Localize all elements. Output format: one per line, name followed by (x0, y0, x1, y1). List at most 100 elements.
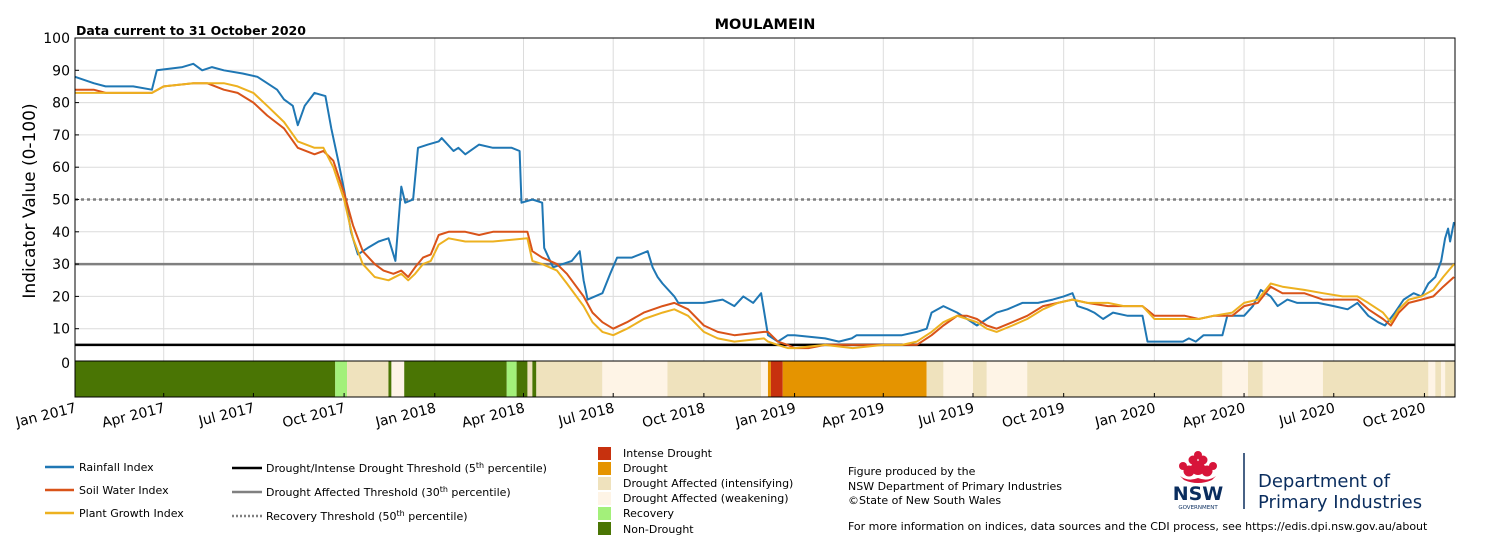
legend-swatch-weakening (598, 492, 611, 505)
y-tick-label: 100 (43, 31, 70, 47)
x-tick-label: Jul 2020 (1277, 400, 1337, 430)
y-tick-label: 80 (52, 96, 70, 112)
cdi-segment (1322, 361, 1429, 397)
cdi-segment (926, 361, 944, 397)
legend-series: Rainfall Index Soil Water Index Plant Gr… (45, 461, 184, 520)
waratah-icon (1179, 451, 1217, 483)
cdi-segment (1445, 361, 1455, 397)
y-tick-label: 30 (52, 257, 70, 273)
cdi-segment (1441, 361, 1446, 397)
threshold-lines (75, 198, 1455, 347)
legend-label-plant: Plant Growth Index (79, 507, 184, 520)
y-tick-label: 10 (52, 322, 70, 338)
cdi-segment (1262, 361, 1323, 397)
cdi-segment (1435, 361, 1442, 397)
plot-border (74, 37, 1456, 398)
x-tick-label: Jan 2019 (733, 400, 798, 431)
cdi-segment (536, 361, 603, 397)
cdi-segment (391, 361, 405, 397)
y-tick-label: 50 (52, 193, 70, 209)
legend-label-soil: Soil Water Index (79, 484, 169, 497)
cdi-segment (986, 361, 1028, 397)
x-tick-label: Oct 2017 (281, 400, 347, 431)
cdi-segment (1428, 361, 1436, 397)
legend-label-threshold-5: Drought/Intense Drought Threshold (5th p… (266, 461, 547, 475)
credit-line-1: Figure produced by the (848, 465, 976, 478)
credit-line-2: NSW Department of Primary Industries (848, 480, 1062, 493)
cdi-segment (516, 361, 528, 397)
cdi-segment (404, 361, 507, 397)
y-tick-label: 0 (61, 356, 70, 372)
legend-label-threshold-30: Drought Affected Threshold (30th percent… (266, 485, 511, 499)
cdi-segment (761, 361, 768, 397)
series-lines (74, 62, 1455, 350)
cdi-segment (506, 361, 517, 397)
credit-line-3: ©State of New South Wales (848, 494, 1001, 507)
cdi-segment (602, 361, 668, 397)
chart-title: MOULAMEIN (715, 17, 816, 33)
series-line (75, 82, 1455, 350)
x-tick-label: Apr 2017 (100, 400, 166, 431)
cdi-segment (770, 361, 783, 397)
x-tick-label: Jul 2018 (556, 400, 616, 430)
logo-dept-line-1: Department of (1258, 471, 1391, 492)
x-tick-label: Apr 2018 (460, 400, 526, 431)
legend-swatch-recovery (598, 507, 611, 520)
cdi-segment (767, 361, 771, 397)
legend-label-rainfall: Rainfall Index (79, 461, 154, 474)
credits: Figure produced by the NSW Department of… (848, 465, 1428, 533)
logo-nsw: NSW (1173, 483, 1224, 505)
x-tick-label: Jul 2019 (916, 400, 976, 430)
x-tick-label: Oct 2018 (641, 400, 707, 431)
cdi-segment (532, 361, 537, 397)
x-tick-label: Jan 2020 (1093, 400, 1158, 431)
y-tick-label: 70 (52, 128, 70, 144)
series-line (74, 62, 1455, 343)
y-tick-label: 40 (52, 225, 70, 241)
cdi-segment (527, 361, 533, 397)
x-tick-label: Apr 2020 (1181, 400, 1247, 431)
y-tick-label: 90 (52, 63, 70, 79)
cdi-segment (667, 361, 762, 397)
logo-government: GOVERNMENT (1178, 505, 1218, 511)
x-tick-label: Apr 2019 (820, 400, 886, 431)
legend-swatch-non-drought (598, 522, 611, 535)
legend-label-non-drought: Non-Drought (623, 523, 694, 536)
cdi-segment (972, 361, 987, 397)
x-tick-labels: Jan 2017 Apr 2017 Jul 2017 Oct 2017 Jan 2018… (13, 393, 1427, 431)
more-info-text: For more information on indices, data so… (848, 520, 1428, 533)
legend-label-intensifying: Drought Affected (intensifying) (623, 477, 793, 490)
cdi-segment (75, 361, 336, 397)
x-tick-label: Oct 2020 (1361, 400, 1427, 431)
y-tick-label: 60 (52, 160, 70, 176)
legend-label-intense-drought: Intense Drought (623, 447, 713, 460)
cdi-segment (943, 361, 973, 397)
y-axis-label: Indicator Value (0-100) (20, 103, 40, 298)
legend-swatch-drought (598, 462, 611, 475)
cdi-segment (782, 361, 927, 397)
cdi-segment (335, 361, 348, 397)
cdi-band (75, 361, 1455, 397)
x-tick-label: Jul 2017 (196, 400, 256, 430)
logo-dept-line-2: Primary Industries (1258, 492, 1422, 513)
nsw-dpi-logo: NSW GOVERNMENT Department of Primary Ind… (1173, 451, 1422, 513)
legend-swatch-intense-drought (598, 447, 611, 460)
legend-swatch-intensifying (598, 477, 611, 490)
x-tick-label: Oct 2019 (1000, 400, 1066, 431)
cdi-segment (388, 361, 392, 397)
legend-categories: Intense Drought Drought Drought Affected… (598, 447, 793, 536)
legend-label-threshold-50: Recovery Threshold (50th percentile) (266, 509, 468, 523)
cdi-segment (347, 361, 389, 397)
y-tick-labels: 0 10 20 30 40 50 60 70 80 90 100 (43, 31, 79, 372)
series-line (75, 82, 1455, 350)
cdi-segment (1248, 361, 1263, 397)
legend-label-drought: Drought (623, 462, 668, 475)
x-tick-label: Jan 2017 (13, 400, 78, 431)
x-tick-label: Jan 2018 (373, 400, 438, 431)
y-tick-label: 20 (52, 289, 70, 305)
data-current-label: Data current to 31 October 2020 (76, 23, 306, 38)
legend-thresholds: Drought/Intense Drought Threshold (5th p… (232, 461, 547, 523)
cdi-segment (1027, 361, 1223, 397)
plot-frame (74, 37, 1456, 398)
